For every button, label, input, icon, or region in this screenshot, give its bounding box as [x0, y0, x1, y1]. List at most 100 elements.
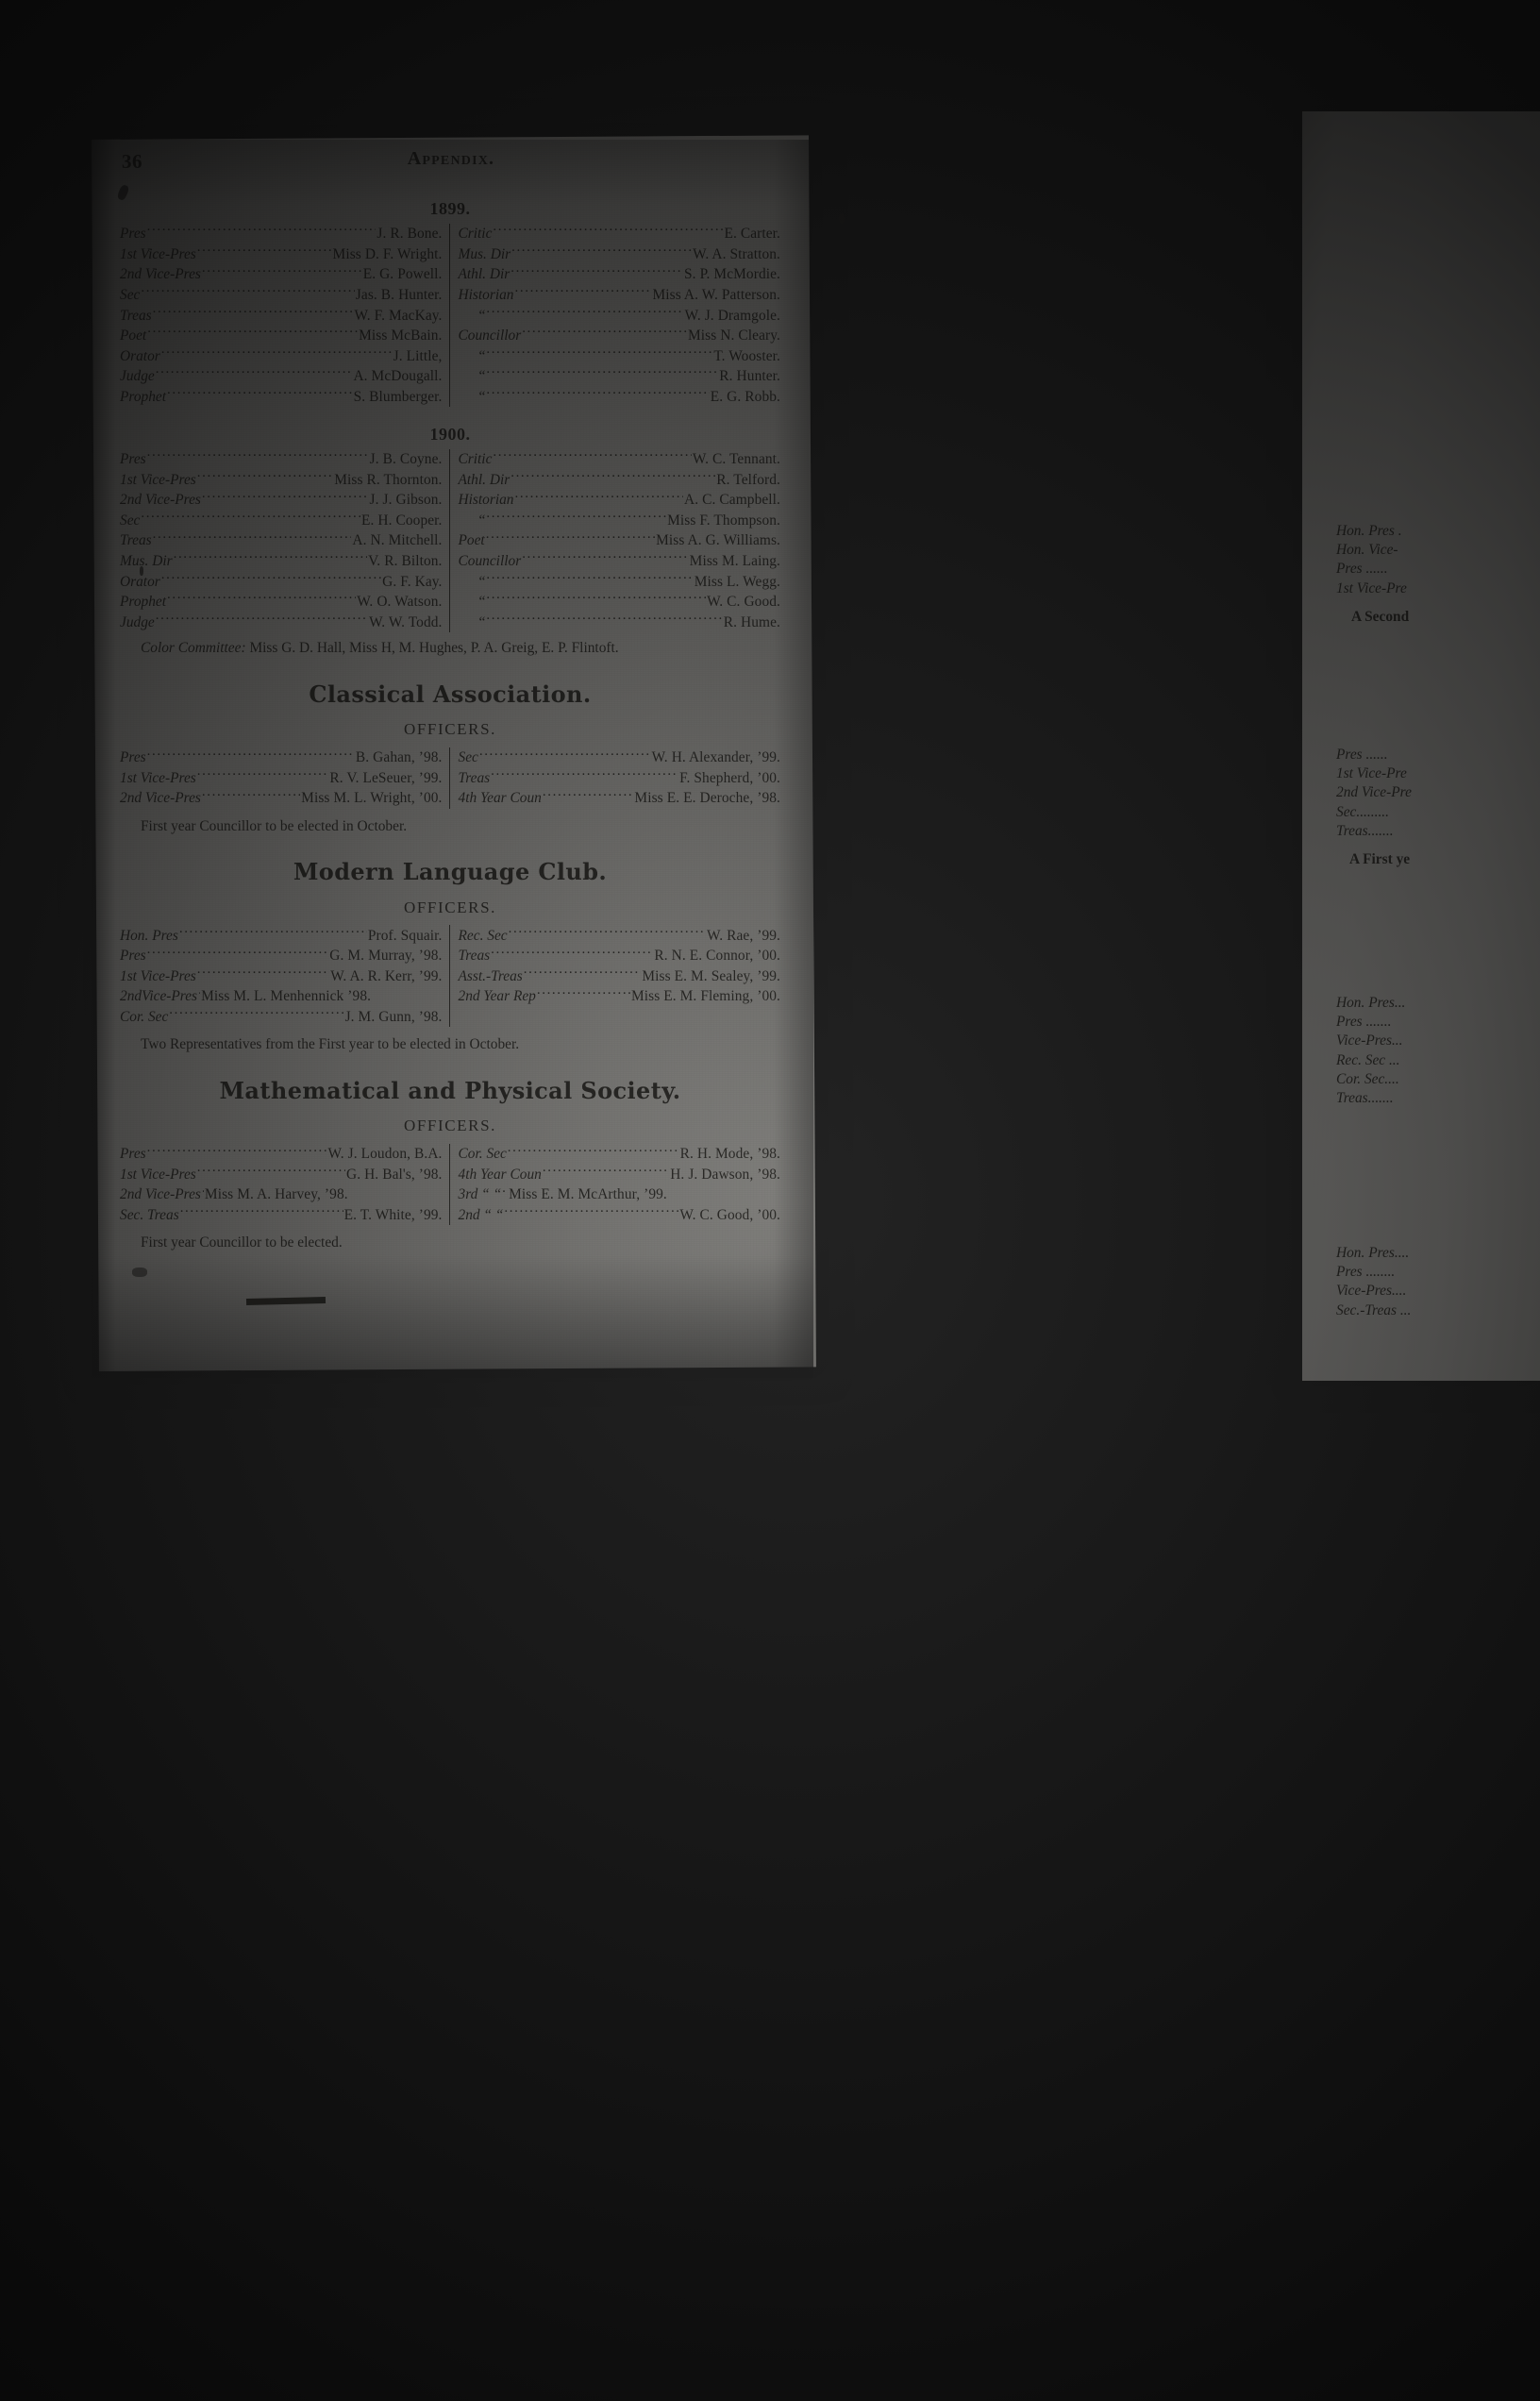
- dot-leader: [486, 305, 683, 319]
- officer-name: W. J. Dramgole.: [684, 307, 780, 324]
- officer-name: G. F. Kay.: [382, 573, 443, 590]
- table-row: Poet Miss A. G. Williams.: [459, 530, 781, 551]
- officer-column-right: Critic W. C. Tennant. Athl. Dir R. Telford…: [448, 448, 781, 632]
- role-label: 1st Vice-Pre: [1336, 579, 1407, 596]
- role-label: 2nd Vice-Pres: [120, 266, 201, 283]
- year-heading-1900: 1900.: [429, 424, 471, 444]
- list-item: Treas.......: [1302, 1089, 1540, 1108]
- officer-name: F. Shepherd, ’00.: [679, 769, 780, 786]
- officer-name: Miss R. Thornton.: [334, 471, 443, 488]
- right-block-2-note: A First ye: [1349, 850, 1411, 867]
- officer-name: A. McDougall.: [353, 368, 443, 385]
- right-block-4: Hon. Pres.... Pres ........ Vice-Pres...…: [1302, 1244, 1540, 1320]
- dot-leader: [141, 511, 360, 525]
- table-row: Prophet S. Blumberger.: [120, 386, 443, 407]
- table-row: “ E. G. Robb.: [459, 386, 781, 407]
- officer-table-mathematical-physical-society: Pres W. J. Loudon, B.A. 1st Vice-Pres G. H…: [120, 1143, 780, 1226]
- officers-heading: OFFICERS.: [403, 1117, 496, 1135]
- table-row: 1st Vice-Pres G. H. Bal's, ’98.: [120, 1165, 443, 1185]
- role-label: Hon. Vice-: [1336, 542, 1398, 559]
- role-label: Cor. Sec: [458, 1146, 507, 1163]
- officer-column-left: Pres W. J. Loudon, B.A. 1st Vice-Pres G. H…: [120, 1144, 449, 1225]
- officer-name: Miss M. Laing.: [689, 553, 780, 570]
- section-title-classical-association: Classical Association.: [309, 680, 592, 708]
- role-label: Pres: [120, 226, 146, 243]
- color-committee: Color Committee: Miss G. D. Hall, Miss H…: [120, 639, 780, 658]
- officer-name: W. Rae, ’99.: [707, 927, 780, 944]
- table-row: Mus. Dir W. A. Stratton.: [459, 243, 781, 264]
- dot-leader: [486, 530, 655, 545]
- role-label: 1st Vice-Pre: [1336, 765, 1407, 782]
- role-label: Orator: [120, 573, 160, 590]
- officer-name: J. M. Gunn, ’98.: [344, 1009, 443, 1026]
- ditto-mark: “: [478, 613, 486, 630]
- officer-name: R. Hunter.: [719, 368, 780, 385]
- table-row: “ Miss F. Thompson.: [459, 511, 781, 531]
- role-label: Pres ......: [1336, 747, 1388, 763]
- table-row: Orator J. Little,: [120, 345, 443, 366]
- table-row: Critic W. C. Tennant.: [459, 449, 781, 470]
- role-label: Critic: [458, 226, 493, 243]
- table-row: Judge W. W. Todd.: [120, 612, 443, 632]
- role-label: 2nd Vice-Pres: [120, 790, 201, 807]
- list-item: Rec. Sec ...: [1302, 1051, 1540, 1070]
- officer-name: Miss E. M. Fleming, ’00.: [630, 988, 780, 1005]
- officer-column-right: Sec W. H. Alexander, ’99. Treas F. Shepher…: [448, 747, 781, 809]
- list-item: Sec.-Treas ...: [1302, 1301, 1540, 1320]
- dot-leader: [156, 366, 353, 380]
- ditto-mark: “: [478, 594, 486, 611]
- dot-leader: [524, 966, 642, 981]
- role-label: Poet: [120, 327, 147, 344]
- list-item: Pres .......: [1302, 1013, 1540, 1032]
- dot-leader: [153, 530, 352, 545]
- dot-leader: [515, 285, 652, 299]
- officer-name: Miss E. M. Sealey, ’99.: [642, 967, 780, 984]
- officer-name: W. W. Todd.: [369, 613, 443, 630]
- running-head: Appendix.: [407, 148, 495, 169]
- officer-name: W. J. Loudon, B.A.: [327, 1146, 443, 1163]
- officer-name: Miss M. L. Menhennick ’98.: [201, 988, 372, 1005]
- table-row: Sec. Treas E. T. White, ’99.: [120, 1205, 443, 1226]
- role-label: Sec.-Treas ...: [1336, 1301, 1412, 1318]
- table-row: 2nd Vice-PresMiss M. A. Harvey, ’98.: [120, 1184, 443, 1205]
- dot-leader: [522, 551, 688, 565]
- dot-leader: [161, 345, 393, 360]
- dot-leader: [197, 469, 333, 483]
- dot-leader: [147, 224, 377, 238]
- officer-column-left: Pres J. R. Bone. 1st Vice-Pres Miss D. F. …: [120, 224, 449, 407]
- table-row: “ W. C. Good.: [459, 592, 781, 613]
- officer-name: S. P. McMordie.: [684, 266, 780, 283]
- officer-name: Miss A. W. Patterson.: [652, 286, 780, 303]
- ditto-mark: “: [478, 307, 486, 324]
- dot-leader: [147, 449, 369, 463]
- officer-name: E. Carter.: [724, 226, 780, 243]
- dot-leader: [543, 788, 634, 802]
- table-row: Historian A. C. Campbell.: [459, 490, 781, 511]
- table-row: Councillor Miss N. Cleary.: [459, 326, 781, 346]
- dot-leader: [156, 612, 368, 626]
- role-label: Sec: [458, 749, 478, 766]
- table-row: Sec W. H. Alexander, ’99.: [459, 747, 781, 768]
- list-item: 1st Vice-Pre: [1302, 579, 1540, 598]
- note-mathematical-physical-society: First year Councillor to be elected.: [141, 1234, 343, 1251]
- table-row: 1st Vice-Pres W. A. R. Kerr, ’99.: [120, 966, 443, 987]
- dot-leader: [486, 571, 693, 585]
- dot-leader: [147, 747, 355, 762]
- role-label: Pres ........: [1336, 1264, 1396, 1281]
- officer-table-modern-language-club: Hon. Pres Prof. Squair. Pres G. M. Murray,…: [120, 925, 780, 1028]
- table-row: Pres W. J. Loudon, B.A.: [120, 1144, 443, 1165]
- right-page-text: Hon. Pres . Hon. Vice- Pres ...... 1st V…: [1302, 111, 1540, 1381]
- ditto-mark: “: [478, 512, 486, 529]
- list-item: Cor. Sec....: [1302, 1070, 1540, 1089]
- officer-name: E. G. Powell.: [362, 266, 443, 283]
- list-item: 2nd Vice-Pre: [1302, 783, 1540, 802]
- color-committee-label: Color Committee:: [141, 639, 246, 656]
- role-label: Councillor: [458, 327, 522, 344]
- officer-name: Miss D. F. Wright.: [332, 245, 443, 262]
- officer-name: A. C. Campbell.: [684, 492, 780, 509]
- officer-name: Miss L. Wegg.: [694, 573, 780, 590]
- officer-table-1900: Pres J. B. Coyne. 1st Vice-Pres Miss R. Th…: [120, 448, 781, 632]
- role-label: Poet: [458, 532, 485, 549]
- dot-leader: [197, 1165, 345, 1179]
- table-row: Sec Jas. B. Hunter.: [120, 285, 443, 306]
